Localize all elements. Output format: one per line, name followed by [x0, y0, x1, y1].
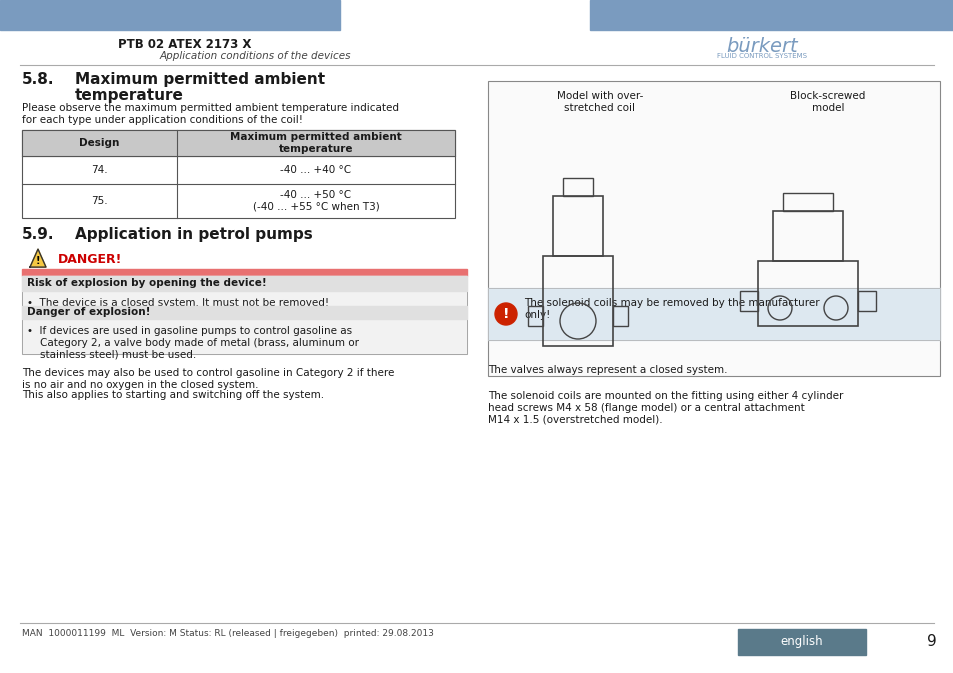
Text: english: english	[780, 635, 822, 647]
Text: Application conditions of the devices: Application conditions of the devices	[160, 51, 351, 61]
Bar	[488, 288, 939, 340]
Bar	[22, 276, 467, 354]
Bar	[0, 0, 339, 30]
Bar	[22, 130, 455, 156]
Text: This also applies to starting and switching off the system.: This also applies to starting and switch…	[22, 390, 324, 400]
Text: Maximum permitted ambient
temperature: Maximum permitted ambient temperature	[230, 132, 401, 154]
Text: Risk of explosion by opening the device!: Risk of explosion by opening the device!	[27, 278, 267, 288]
Text: -40 ... +40 °C: -40 ... +40 °C	[280, 165, 352, 175]
Text: The solenoid coils may be removed by the manufacturer
only!: The solenoid coils may be removed by the…	[523, 298, 819, 320]
Bar	[758, 261, 857, 326]
Bar	[857, 291, 875, 311]
Bar	[527, 306, 542, 326]
Bar	[740, 291, 758, 311]
Bar	[22, 306, 467, 319]
Text: 74.: 74.	[91, 165, 108, 175]
Text: -40 ... +50 °C
(-40 ... +55 °C when T3): -40 ... +50 °C (-40 ... +55 °C when T3)	[253, 190, 379, 212]
Bar	[542, 256, 613, 346]
Polygon shape	[30, 249, 46, 267]
Text: The devices may also be used to control gasoline in Category 2 if there
is no ai: The devices may also be used to control …	[22, 368, 394, 390]
Text: !: !	[35, 256, 40, 266]
Text: 75.: 75.	[91, 196, 108, 206]
Bar	[22, 269, 467, 276]
Text: 5.9.: 5.9.	[22, 227, 54, 242]
Bar	[782, 193, 832, 211]
Text: DANGER!: DANGER!	[58, 253, 122, 266]
Bar	[22, 276, 467, 291]
Text: Application in petrol pumps: Application in petrol pumps	[75, 227, 313, 242]
Bar	[22, 130, 455, 218]
Bar	[738, 629, 865, 655]
Text: The valves always represent a closed system.: The valves always represent a closed sys…	[488, 365, 727, 375]
Bar	[562, 178, 593, 196]
Text: Design: Design	[79, 138, 119, 148]
Text: The solenoid coils are mounted on the fitting using either 4 cylinder
head screw: The solenoid coils are mounted on the fi…	[488, 391, 842, 424]
Text: temperature: temperature	[75, 88, 184, 103]
Bar	[613, 306, 627, 326]
Bar	[488, 288, 939, 340]
Text: bürkert: bürkert	[725, 37, 797, 56]
Text: Please observe the maximum permitted ambient temperature indicated
for each type: Please observe the maximum permitted amb…	[22, 103, 398, 125]
Bar	[553, 196, 602, 256]
Text: Maximum permitted ambient: Maximum permitted ambient	[75, 72, 325, 87]
Text: •  The device is a closed system. It must not be removed!: • The device is a closed system. It must…	[27, 298, 329, 308]
Text: Danger of explosion!: Danger of explosion!	[27, 307, 151, 317]
Text: 9: 9	[926, 633, 936, 649]
Text: Model with over-
stretched coil: Model with over- stretched coil	[557, 91, 642, 112]
Text: FLUID CONTROL SYSTEMS: FLUID CONTROL SYSTEMS	[717, 53, 806, 59]
Bar	[589, 0, 953, 30]
Text: 5.8.: 5.8.	[22, 72, 54, 87]
Text: PTB 02 ATEX 2173 X: PTB 02 ATEX 2173 X	[118, 38, 252, 51]
Circle shape	[495, 303, 517, 325]
Bar	[772, 211, 842, 261]
Text: Block-screwed
model: Block-screwed model	[789, 91, 864, 112]
Bar	[22, 276, 467, 354]
Text: !: !	[502, 307, 509, 321]
Text: •  If devices are used in gasoline pumps to control gasoline as
    Category 2, : • If devices are used in gasoline pumps …	[27, 326, 358, 359]
Text: MAN  1000011199  ML  Version: M Status: RL (released | freigegeben)  printed: 29: MAN 1000011199 ML Version: M Status: RL …	[22, 629, 434, 638]
Bar	[488, 81, 939, 376]
